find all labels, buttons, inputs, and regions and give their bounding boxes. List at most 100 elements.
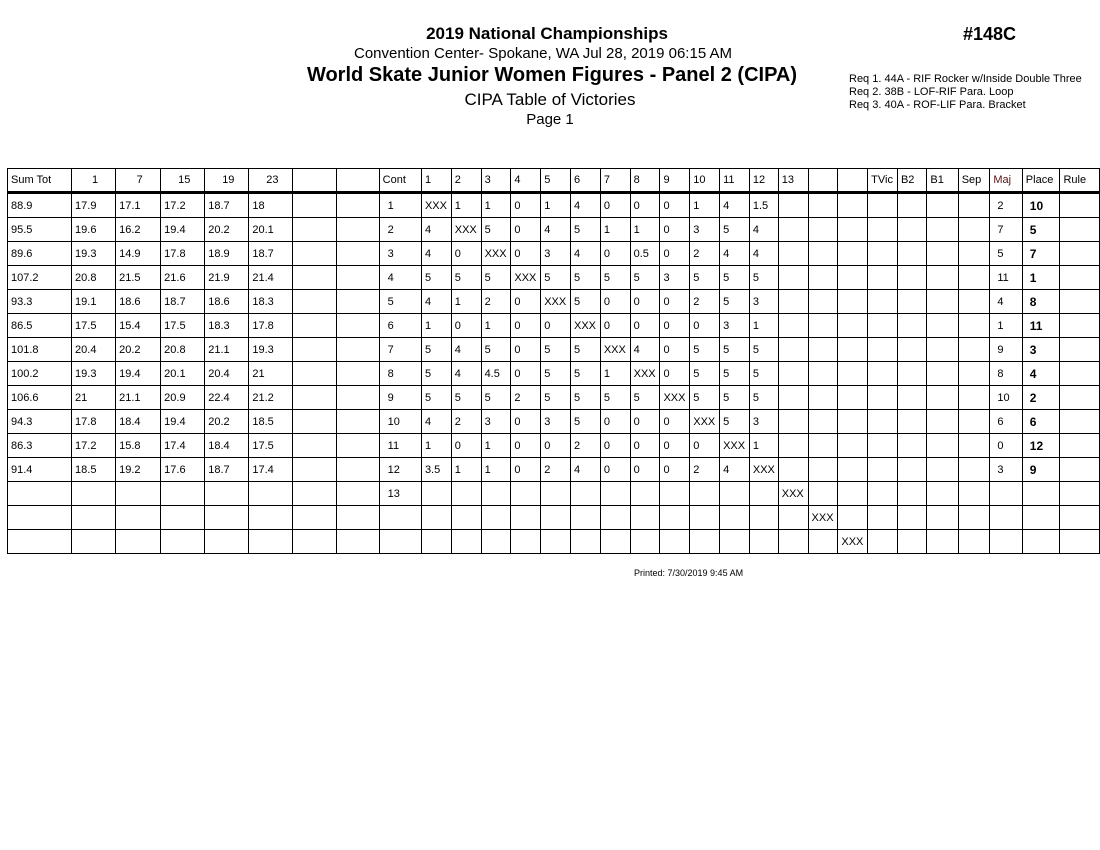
empty-cell xyxy=(335,409,380,434)
judge-score-cell: 18.5 xyxy=(71,457,117,482)
rule-cell xyxy=(1059,192,1100,218)
table-row: 107.2 20.8 21.5 21.6 21.9 21.4 4 5 5 5 XXX 5 5 5 5 3 5 5 5… xyxy=(6,265,1100,290)
judge-score-cell: 17.8 xyxy=(248,313,294,338)
judge-score-cell: 17.6 xyxy=(160,457,206,482)
victory-cell: 5 xyxy=(719,385,750,410)
empty-cell xyxy=(292,361,337,386)
victory-cell: 4 xyxy=(420,241,452,266)
judge-score-cell: 17.4 xyxy=(160,433,206,458)
victory-cell: 1 xyxy=(599,361,631,386)
judge-score-cell: 21 xyxy=(248,361,294,386)
rule-cell xyxy=(1059,313,1100,338)
victory-cell xyxy=(659,481,691,506)
judge-score-cell xyxy=(160,505,206,530)
victory-cell xyxy=(599,529,631,554)
sum-total-cell xyxy=(6,481,73,506)
victory-cell: 5 xyxy=(570,265,601,290)
place-cell xyxy=(1021,505,1061,530)
sep-cell xyxy=(957,289,991,314)
victory-cell: 0 xyxy=(659,241,691,266)
judge-score-cell xyxy=(204,505,250,530)
b1-cell xyxy=(926,361,959,386)
empty-cell xyxy=(335,241,380,266)
tvic-cell xyxy=(867,313,898,338)
majority-cell: 7 xyxy=(989,217,1023,242)
table-row: 86.5 17.5 15.4 17.5 18.3 17.8 6 1 0 1 0 0 XXX 0 0 0 0 3 1 1… xyxy=(6,313,1100,338)
victory-cell xyxy=(480,481,512,506)
victory-cell: 0 xyxy=(510,192,542,218)
victory-cell xyxy=(837,217,869,242)
judge-score-cell: 21.2 xyxy=(248,385,294,410)
victory-cell xyxy=(777,217,809,242)
sum-total-cell: 89.6 xyxy=(6,241,73,266)
victory-cell: 0 xyxy=(540,313,571,338)
victory-cell: 1 xyxy=(420,433,452,458)
victory-cell: 5 xyxy=(540,385,571,410)
victory-cell: 5 xyxy=(689,337,721,362)
place-cell: 5 xyxy=(1021,217,1061,242)
judge-score-cell: 20.2 xyxy=(204,217,250,242)
victory-cell: 3.5 xyxy=(420,457,452,482)
empty-cell xyxy=(335,457,380,482)
contestant-number-cell: 11 xyxy=(378,433,422,458)
judge-score-cell: 17.8 xyxy=(160,241,206,266)
b1-cell xyxy=(926,192,959,218)
victory-cell xyxy=(777,409,809,434)
rule-cell xyxy=(1059,337,1100,362)
victory-cell: XXX xyxy=(777,481,809,506)
table-row: XXX xyxy=(6,529,1100,554)
empty-cell xyxy=(292,457,337,482)
b2-cell xyxy=(896,289,928,314)
victory-cell: 1 xyxy=(480,457,512,482)
empty-cell xyxy=(335,337,380,362)
victory-cell: 5 xyxy=(570,409,601,434)
column-header: Sum Tot xyxy=(6,168,73,194)
sep-cell xyxy=(957,192,991,218)
column-header xyxy=(335,168,380,194)
judge-score-cell: 17.5 xyxy=(71,313,117,338)
judge-score-cell: 19.4 xyxy=(115,361,162,386)
victory-cell xyxy=(719,481,750,506)
column-header: 5 xyxy=(540,168,571,194)
table-row: 106.6 21 21.1 20.9 22.4 21.2 9 5 5 5 2 5 5 5 5 XXX 5 5 5 10… xyxy=(6,385,1100,410)
majority-cell: 6 xyxy=(989,409,1023,434)
victory-cell: XXX xyxy=(659,385,691,410)
sep-cell xyxy=(957,313,991,338)
judge-score-cell xyxy=(115,529,162,554)
victory-cell xyxy=(807,433,839,458)
victory-cell xyxy=(777,192,809,218)
judge-score-cell: 20.9 xyxy=(160,385,206,410)
victory-cell xyxy=(807,385,839,410)
column-header: TVic xyxy=(867,168,898,194)
victory-cell: 0 xyxy=(510,217,542,242)
sep-cell xyxy=(957,409,991,434)
majority-cell: 4 xyxy=(989,289,1023,314)
judge-score-cell: 18.5 xyxy=(248,409,294,434)
victory-cell: 0 xyxy=(629,289,661,314)
sum-total-cell: 86.5 xyxy=(6,313,73,338)
column-header: 1 xyxy=(71,168,117,194)
b1-cell xyxy=(926,337,959,362)
sum-total-cell: 106.6 xyxy=(6,385,73,410)
victory-cell: 4 xyxy=(719,457,750,482)
rule-cell xyxy=(1059,529,1100,554)
victory-cell xyxy=(480,529,512,554)
sep-cell xyxy=(957,433,991,458)
empty-cell xyxy=(292,313,337,338)
sum-total-cell: 93.3 xyxy=(6,289,73,314)
column-header xyxy=(807,168,839,194)
victory-cell: 0 xyxy=(450,433,482,458)
empty-cell xyxy=(292,409,337,434)
tvic-cell xyxy=(867,529,898,554)
tvic-cell xyxy=(867,192,898,218)
victory-cell xyxy=(777,529,809,554)
empty-cell xyxy=(292,241,337,266)
victory-cell xyxy=(837,241,869,266)
judge-score-cell: 17.9 xyxy=(71,192,117,218)
tvic-cell xyxy=(867,337,898,362)
victory-cell: 0 xyxy=(659,313,691,338)
victory-cell xyxy=(807,217,839,242)
victory-cell xyxy=(807,457,839,482)
victory-cell xyxy=(807,409,839,434)
empty-cell xyxy=(335,361,380,386)
